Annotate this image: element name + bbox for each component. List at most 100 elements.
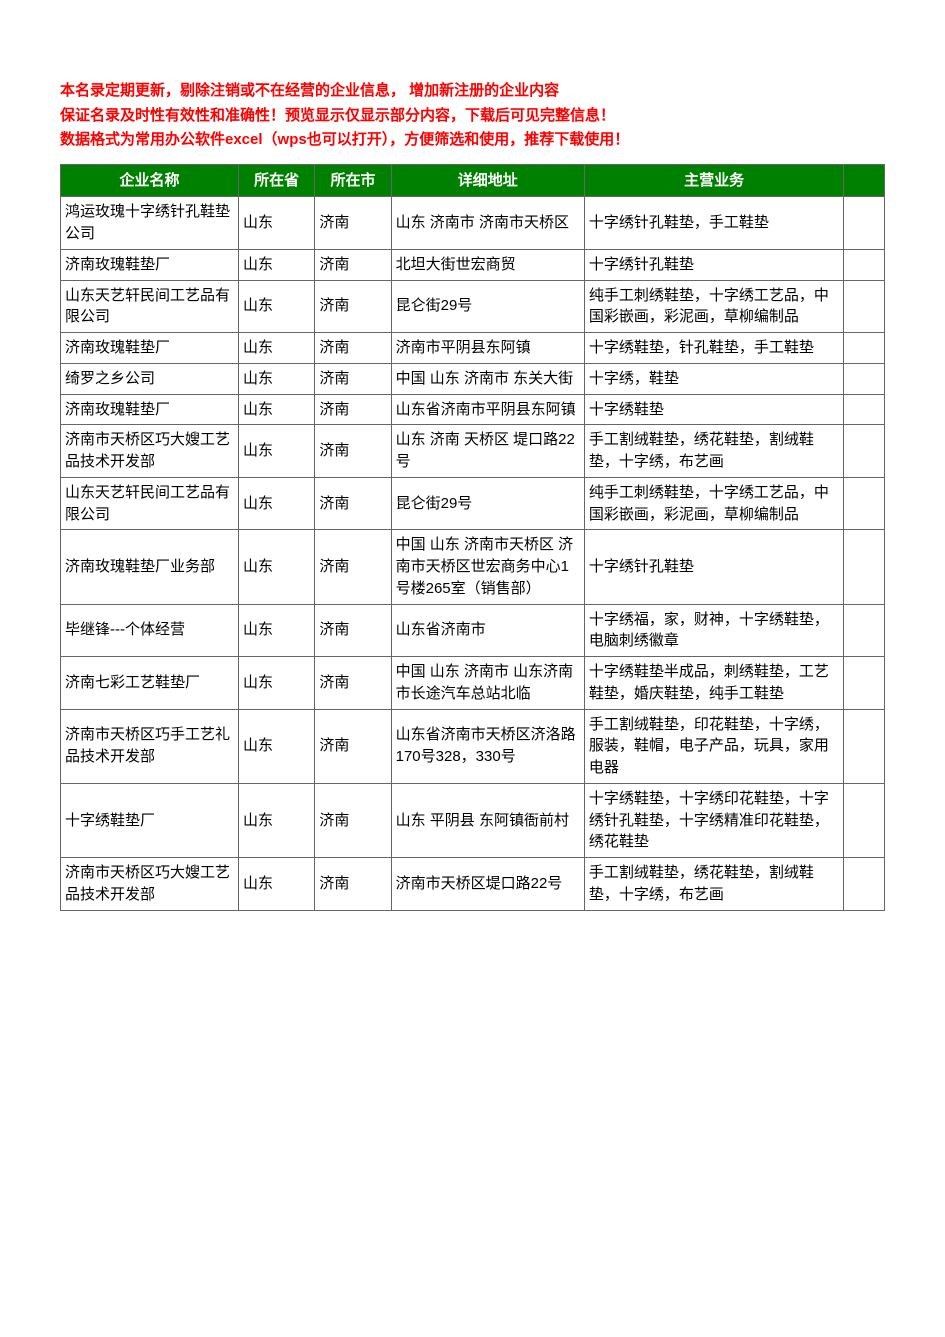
cell-company-name: 绮罗之乡公司 [61,363,239,394]
cell-city: 济南 [315,530,391,604]
company-table: 企业名称 所在省 所在市 详细地址 主营业务 鸿运玫瑰十字绣针孔鞋垫公司山东济南… [60,164,885,911]
cell-province: 山东 [239,197,315,250]
cell-province: 山东 [239,709,315,783]
cell-province: 山东 [239,363,315,394]
cell-address: 中国 山东 济南市 东关大街 [391,363,584,394]
cell-province: 山东 [239,249,315,280]
cell-province: 山东 [239,783,315,857]
cell-company-name: 十字绣鞋垫厂 [61,783,239,857]
cell-company-name: 济南玫瑰鞋垫厂 [61,333,239,364]
cell-company-name: 济南市天桥区巧大嫂工艺品技术开发部 [61,858,239,911]
cell-company-name: 毕继锋---个体经营 [61,604,239,657]
header-province: 所在省 [239,164,315,197]
table-row: 济南市天桥区巧大嫂工艺品技术开发部山东济南济南市天桥区堤口路22号手工割绒鞋垫，… [61,858,885,911]
cell-company-name: 鸿运玫瑰十字绣针孔鞋垫公司 [61,197,239,250]
cell-business: 十字绣针孔鞋垫 [584,249,843,280]
table-row: 绮罗之乡公司山东济南中国 山东 济南市 东关大街十字绣，鞋垫 [61,363,885,394]
cell-city: 济南 [315,709,391,783]
cell-extra [844,783,885,857]
cell-extra [844,858,885,911]
cell-extra [844,657,885,710]
table-row: 济南玫瑰鞋垫厂业务部山东济南中国 山东 济南市天桥区 济南市天桥区世宏商务中心1… [61,530,885,604]
cell-address: 济南市平阴县东阿镇 [391,333,584,364]
cell-address: 山东省济南市天桥区济洛路170号328，330号 [391,709,584,783]
cell-business: 十字绣针孔鞋垫，手工鞋垫 [584,197,843,250]
cell-city: 济南 [315,783,391,857]
cell-extra [844,530,885,604]
cell-province: 山东 [239,858,315,911]
cell-province: 山东 [239,604,315,657]
cell-business: 十字绣针孔鞋垫 [584,530,843,604]
cell-company-name: 山东天艺轩民间工艺品有限公司 [61,280,239,333]
notice-block: 本名录定期更新，剔除注销或不在经营的企业信息， 增加新注册的企业内容 保证名录及… [60,80,885,152]
cell-business: 手工割绒鞋垫，绣花鞋垫，割绒鞋垫，十字绣，布艺画 [584,425,843,478]
cell-address: 济南市天桥区堤口路22号 [391,858,584,911]
cell-city: 济南 [315,363,391,394]
cell-city: 济南 [315,858,391,911]
table-header-row: 企业名称 所在省 所在市 详细地址 主营业务 [61,164,885,197]
cell-company-name: 济南七彩工艺鞋垫厂 [61,657,239,710]
cell-address: 山东 济南市 济南市天桥区 [391,197,584,250]
header-company-name: 企业名称 [61,164,239,197]
cell-address: 山东省济南市 [391,604,584,657]
cell-extra [844,197,885,250]
cell-business: 纯手工刺绣鞋垫，十字绣工艺品，中国彩嵌画，彩泥画，草柳编制品 [584,280,843,333]
cell-city: 济南 [315,394,391,425]
cell-province: 山东 [239,394,315,425]
table-row: 济南市天桥区巧大嫂工艺品技术开发部山东济南山东 济南 天桥区 堤口路22号手工割… [61,425,885,478]
table-row: 济南玫瑰鞋垫厂山东济南山东省济南市平阴县东阿镇十字绣鞋垫 [61,394,885,425]
cell-extra [844,333,885,364]
cell-extra [844,425,885,478]
cell-extra [844,477,885,530]
cell-business: 手工割绒鞋垫，印花鞋垫，十字绣，服装，鞋帽，电子产品，玩具，家用电器 [584,709,843,783]
table-row: 山东天艺轩民间工艺品有限公司山东济南昆仑街29号纯手工刺绣鞋垫，十字绣工艺品，中… [61,280,885,333]
cell-province: 山东 [239,280,315,333]
table-row: 济南市天桥区巧手工艺礼品技术开发部山东济南山东省济南市天桥区济洛路170号328… [61,709,885,783]
header-extra [844,164,885,197]
cell-province: 山东 [239,333,315,364]
cell-province: 山东 [239,425,315,478]
notice-line-2: 保证名录及时性有效性和准确性！预览显示仅显示部分内容，下载后可见完整信息！ [60,105,885,128]
cell-city: 济南 [315,197,391,250]
cell-address: 山东省济南市平阴县东阿镇 [391,394,584,425]
cell-province: 山东 [239,477,315,530]
cell-extra [844,280,885,333]
cell-company-name: 济南市天桥区巧大嫂工艺品技术开发部 [61,425,239,478]
cell-city: 济南 [315,425,391,478]
table-row: 十字绣鞋垫厂山东济南山东 平阴县 东阿镇衙前村十字绣鞋垫，十字绣印花鞋垫，十字绣… [61,783,885,857]
cell-business: 纯手工刺绣鞋垫，十字绣工艺品，中国彩嵌画，彩泥画，草柳编制品 [584,477,843,530]
cell-address: 山东 平阴县 东阿镇衙前村 [391,783,584,857]
cell-province: 山东 [239,530,315,604]
cell-province: 山东 [239,657,315,710]
cell-business: 十字绣鞋垫，针孔鞋垫，手工鞋垫 [584,333,843,364]
cell-business: 十字绣鞋垫 [584,394,843,425]
cell-city: 济南 [315,657,391,710]
cell-address: 中国 山东 济南市天桥区 济南市天桥区世宏商务中心1号楼265室（销售部） [391,530,584,604]
header-city: 所在市 [315,164,391,197]
cell-city: 济南 [315,333,391,364]
cell-business: 十字绣鞋垫，十字绣印花鞋垫，十字绣针孔鞋垫，十字绣精准印花鞋垫，绣花鞋垫 [584,783,843,857]
cell-business: 十字绣，鞋垫 [584,363,843,394]
cell-city: 济南 [315,604,391,657]
table-row: 毕继锋---个体经营山东济南山东省济南市十字绣福，家，财神，十字绣鞋垫，电脑刺绣… [61,604,885,657]
cell-address: 昆仑街29号 [391,280,584,333]
cell-extra [844,604,885,657]
cell-business: 十字绣福，家，财神，十字绣鞋垫，电脑刺绣徽章 [584,604,843,657]
cell-company-name: 济南玫瑰鞋垫厂 [61,249,239,280]
cell-extra [844,709,885,783]
table-row: 山东天艺轩民间工艺品有限公司山东济南昆仑街29号纯手工刺绣鞋垫，十字绣工艺品，中… [61,477,885,530]
table-row: 济南七彩工艺鞋垫厂山东济南中国 山东 济南市 山东济南市长途汽车总站北临十字绣鞋… [61,657,885,710]
cell-address: 山东 济南 天桥区 堤口路22号 [391,425,584,478]
notice-line-3: 数据格式为常用办公软件excel（wps也可以打开），方便筛选和使用，推荐下载使… [60,129,885,152]
cell-extra [844,363,885,394]
cell-company-name: 山东天艺轩民间工艺品有限公司 [61,477,239,530]
cell-city: 济南 [315,477,391,530]
header-business: 主营业务 [584,164,843,197]
cell-address: 中国 山东 济南市 山东济南市长途汽车总站北临 [391,657,584,710]
cell-business: 手工割绒鞋垫，绣花鞋垫，割绒鞋垫，十字绣，布艺画 [584,858,843,911]
cell-company-name: 济南玫瑰鞋垫厂 [61,394,239,425]
cell-address: 昆仑街29号 [391,477,584,530]
cell-business: 十字绣鞋垫半成品，刺绣鞋垫，工艺鞋垫，婚庆鞋垫，纯手工鞋垫 [584,657,843,710]
cell-company-name: 济南市天桥区巧手工艺礼品技术开发部 [61,709,239,783]
cell-company-name: 济南玫瑰鞋垫厂业务部 [61,530,239,604]
